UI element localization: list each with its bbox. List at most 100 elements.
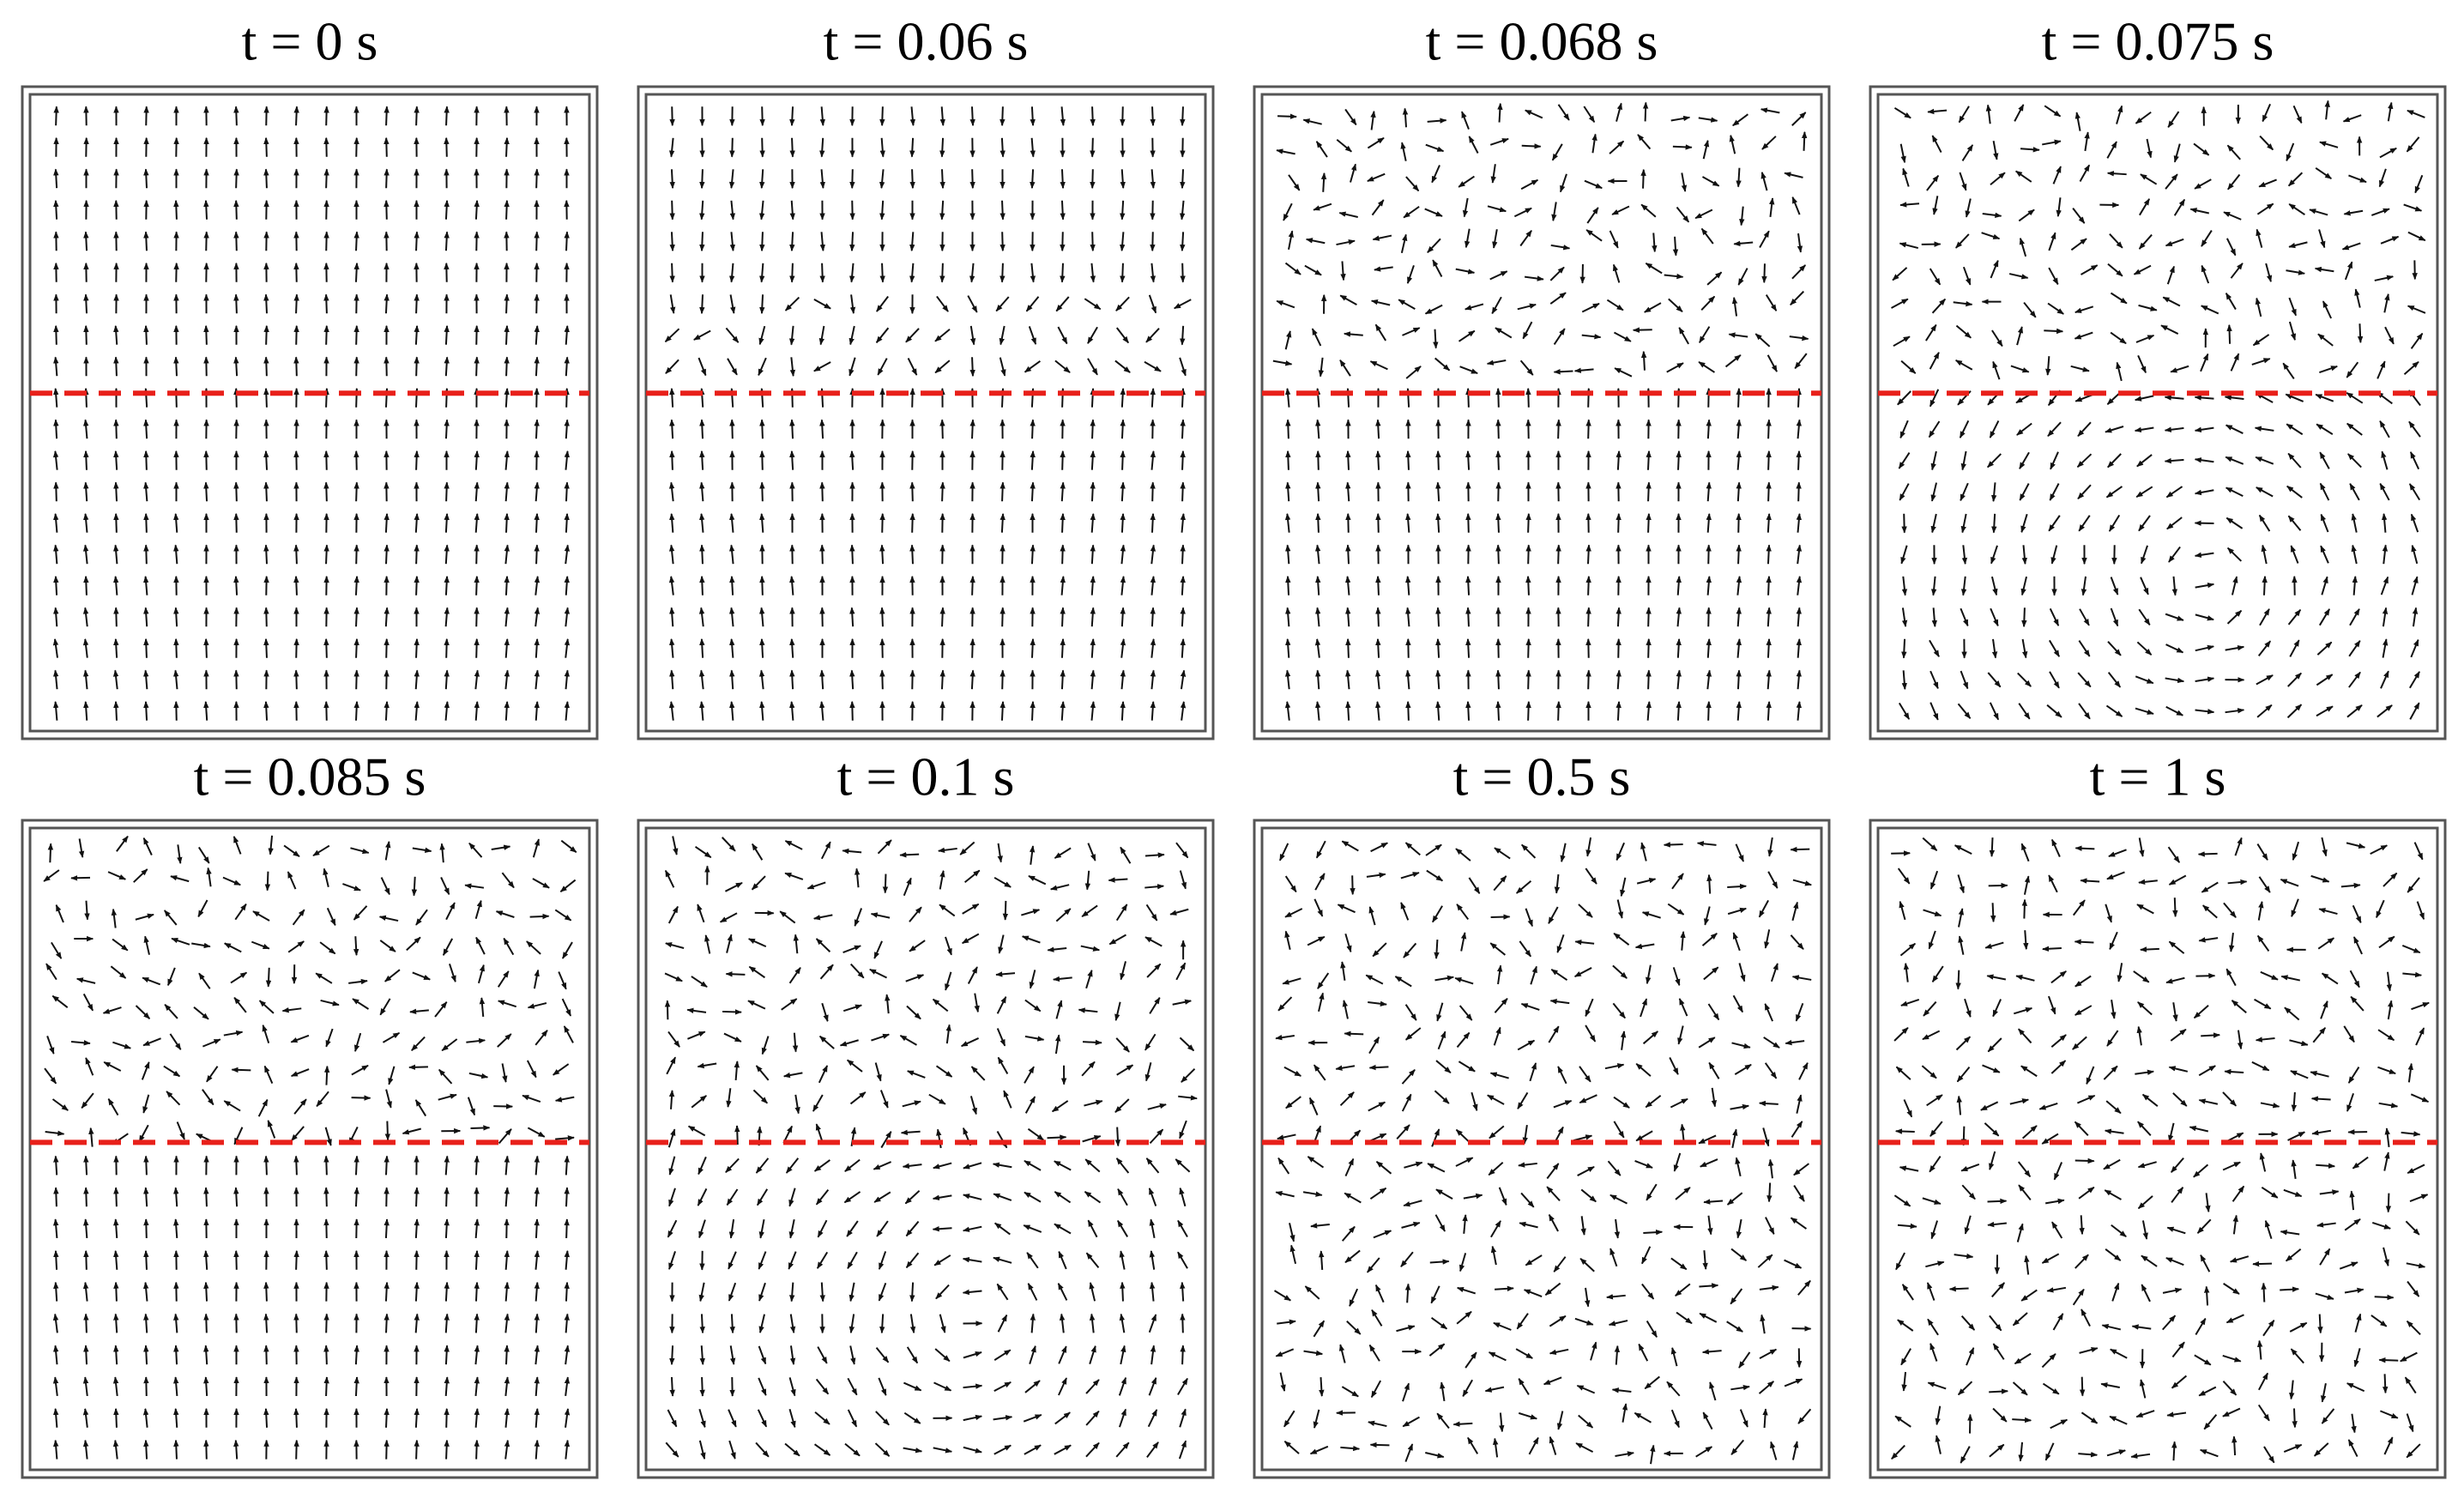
vector-arrow bbox=[1957, 703, 1972, 719]
vector-arrow bbox=[1060, 481, 1066, 502]
vector-arrow bbox=[2052, 166, 2062, 184]
vector-arrow bbox=[1346, 1320, 1362, 1335]
vector-arrow bbox=[2165, 173, 2178, 190]
vector-arrow bbox=[143, 1376, 149, 1397]
vector-arrow bbox=[1754, 333, 1771, 348]
vector-arrow bbox=[2311, 1129, 2332, 1136]
vector-arrow bbox=[1120, 607, 1126, 627]
vector-arrow bbox=[729, 1345, 736, 1365]
vector-arrow bbox=[1150, 387, 1156, 408]
vector-arrow bbox=[2230, 263, 2244, 279]
vector-arrow bbox=[1404, 842, 1421, 856]
vector-arrow bbox=[1730, 1103, 1749, 1110]
vector-arrow bbox=[2161, 1315, 2177, 1331]
vector-arrow bbox=[669, 607, 675, 627]
vector-arrow bbox=[1495, 669, 1501, 690]
vector-arrow bbox=[1981, 232, 2001, 240]
vector-arrow bbox=[1796, 638, 1802, 658]
vector-arrow bbox=[143, 481, 149, 502]
vector-arrow bbox=[1959, 420, 1970, 438]
outer-frame bbox=[637, 85, 1215, 740]
vector-arrow bbox=[668, 638, 675, 658]
vector-arrow bbox=[1437, 1031, 1446, 1050]
vector-arrow bbox=[263, 1155, 269, 1176]
vector-arrow bbox=[292, 909, 305, 926]
vector-arrow bbox=[1053, 976, 1072, 982]
vector-arrow bbox=[1796, 512, 1803, 533]
vector-arrow bbox=[85, 1057, 94, 1076]
outer-frame bbox=[1869, 819, 2447, 1479]
vector-arrow bbox=[2136, 904, 2154, 915]
vector-arrow bbox=[1701, 176, 1720, 187]
vector-arrow bbox=[1120, 200, 1126, 221]
vector-arrow bbox=[1681, 172, 1688, 192]
vector-arrow bbox=[504, 1250, 510, 1270]
vector-arrow bbox=[1495, 387, 1501, 408]
vector-arrow bbox=[664, 328, 680, 343]
vector-arrow bbox=[963, 869, 981, 884]
vector-arrow bbox=[1339, 1091, 1355, 1107]
vector-arrow bbox=[726, 1188, 739, 1206]
vector-arrow bbox=[1374, 266, 1393, 272]
vector-arrow bbox=[82, 419, 89, 439]
vector-arrow bbox=[2370, 844, 2389, 855]
vector-arrow bbox=[412, 847, 432, 853]
vector-arrow bbox=[2343, 209, 2364, 216]
vector-arrow bbox=[564, 1250, 571, 1270]
vector-arrow bbox=[233, 1250, 239, 1270]
vector-arrow bbox=[1796, 481, 1802, 502]
vector-arrow bbox=[1548, 1025, 1560, 1043]
vector-arrow bbox=[1736, 419, 1742, 439]
vector-arrow bbox=[2287, 515, 2302, 531]
vector-arrow bbox=[816, 1251, 829, 1269]
vector-arrow bbox=[383, 1155, 390, 1176]
vector-arrow bbox=[504, 638, 510, 658]
vector-arrow bbox=[2020, 576, 2027, 596]
vector-arrow bbox=[1551, 143, 1563, 161]
vector-arrow bbox=[788, 1219, 795, 1239]
vector-arrow bbox=[1278, 843, 1289, 861]
vector-arrow bbox=[2050, 451, 2059, 470]
vector-arrow bbox=[1769, 197, 1775, 217]
vector-arrow bbox=[1611, 205, 1630, 215]
vector-arrow bbox=[1520, 1003, 1540, 1011]
vector-arrow bbox=[759, 137, 765, 158]
vector-arrow bbox=[1370, 299, 1391, 306]
vector-arrow bbox=[203, 700, 209, 721]
vector-arrow bbox=[1730, 1288, 1743, 1305]
vector-arrow bbox=[1350, 875, 1356, 896]
vector-arrow bbox=[1150, 638, 1157, 658]
vector-arrow bbox=[1736, 638, 1742, 658]
vector-arrow bbox=[1698, 117, 1718, 123]
vector-arrow bbox=[2410, 1093, 2430, 1103]
vector-arrow bbox=[759, 512, 765, 533]
vector-arrow bbox=[1953, 300, 1973, 307]
vector-arrow bbox=[2380, 1410, 2399, 1419]
vector-arrow bbox=[725, 1157, 740, 1174]
vector-arrow bbox=[113, 481, 119, 502]
vector-arrow bbox=[2074, 1254, 2089, 1269]
vector-arrow bbox=[877, 358, 888, 376]
vector-arrow bbox=[142, 1094, 150, 1114]
vector-arrow bbox=[1150, 169, 1156, 190]
vector-arrow bbox=[1058, 1345, 1067, 1364]
vector-arrow bbox=[1490, 1220, 1501, 1238]
vector-arrow bbox=[1703, 1199, 1724, 1205]
vector-arrow bbox=[879, 544, 885, 565]
vector-arrow bbox=[1319, 1377, 1325, 1397]
vector-arrow bbox=[1794, 353, 1808, 369]
vector-arrow bbox=[1573, 367, 1594, 373]
vector-arrow bbox=[1525, 575, 1531, 595]
vector-arrow bbox=[1180, 669, 1187, 690]
vector-arrow bbox=[817, 1219, 828, 1238]
vector-arrow bbox=[2260, 1102, 2280, 1109]
vector-arrow bbox=[1954, 844, 1972, 855]
vector-arrow bbox=[1404, 1283, 1411, 1303]
vector-arrow bbox=[353, 1187, 359, 1207]
vector-arrow bbox=[2052, 1313, 2064, 1331]
vector-arrow bbox=[699, 1314, 705, 1334]
vector-arrow bbox=[1739, 206, 1745, 227]
vector-arrow bbox=[2139, 1379, 2147, 1399]
vector-arrow bbox=[2256, 934, 2270, 952]
vector-arrow bbox=[1606, 1294, 1626, 1300]
